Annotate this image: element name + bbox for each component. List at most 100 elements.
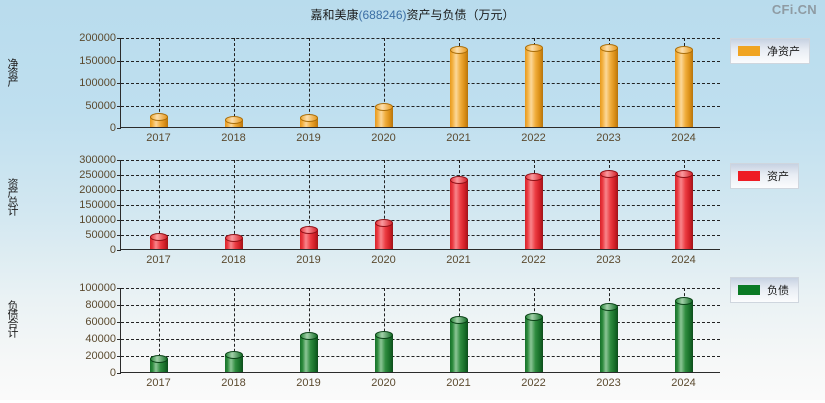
bar-top-cap (599, 44, 618, 53)
y-axis-label-liabilities: 负债合计 (6, 300, 18, 336)
bar-top-cap (599, 169, 618, 178)
y-tick-label: 100000 (79, 282, 116, 294)
panel-net-assets: 净资产 0 50000 100000 150000 200000 2017 2018 2019… (0, 30, 825, 158)
bar-body (449, 179, 468, 249)
x-tick-label: 2018 (221, 377, 246, 389)
gridline-horizontal (121, 105, 720, 107)
bar-body (599, 48, 618, 127)
bar-净资产-2020[interactable] (374, 103, 393, 127)
x-tick-label: 2021 (446, 377, 471, 389)
plot-area-total-assets: 0 50000 100000 150000 200000 250000 300000 2017… (79, 154, 720, 266)
y-tick-label: 40000 (85, 333, 116, 345)
bar-body (374, 335, 393, 372)
bar-资产-2018[interactable] (224, 233, 243, 249)
bar-top-cap (149, 113, 168, 122)
bar-负债-2022[interactable] (524, 313, 543, 372)
bar-body (149, 117, 168, 127)
bar-top-cap (374, 218, 393, 227)
gridline-horizontal (121, 160, 720, 161)
gridline-horizontal (121, 38, 720, 39)
x-tick-label: 2023 (596, 132, 621, 144)
x-tick-label: 2020 (371, 132, 396, 144)
y-tick-mark (117, 339, 121, 340)
bar-body (599, 306, 618, 372)
panel-liabilities: 负债合计 0 20000 40000 60000 80000 100000 2017 2018… (0, 280, 825, 403)
y-tick-label: 50000 (85, 99, 116, 112)
bar-净资产-2018[interactable] (224, 116, 243, 127)
bar-负债-2021[interactable] (449, 315, 468, 372)
y-axis-label-total-assets: 资产总计 (6, 178, 18, 214)
bar-净资产-2022[interactable] (524, 44, 543, 127)
gridline-vertical (233, 288, 235, 372)
x-tick-label: 2023 (596, 254, 621, 266)
bar-top-cap (374, 103, 393, 112)
gridline-horizontal (121, 288, 720, 289)
legend-liabilities[interactable]: 负债 (730, 277, 799, 303)
bar-top-cap (524, 44, 543, 53)
gridline-vertical (308, 160, 310, 249)
y-tick-label: 50000 (85, 229, 116, 241)
bar-资产-2021[interactable] (449, 175, 468, 249)
x-tick-label: 2022 (521, 254, 546, 266)
gridline-vertical (158, 38, 160, 127)
legend-swatch-net-assets (738, 46, 760, 56)
bar-body (449, 50, 468, 127)
x-tick-label: 2024 (671, 254, 696, 266)
y-tick-label: 60000 (85, 316, 116, 328)
legend-total-assets[interactable]: 资产 (730, 163, 799, 189)
y-axis-label-net-assets: 净资产 (6, 58, 18, 85)
bar-body (299, 230, 318, 249)
y-tick-mark (117, 128, 121, 129)
x-tick-label: 2020 (371, 377, 396, 389)
bar-负债-2019[interactable] (299, 332, 318, 372)
bar-净资产-2017[interactable] (149, 113, 168, 127)
gridline-horizontal (121, 356, 720, 357)
bar-body (299, 118, 318, 127)
bar-资产-2017[interactable] (149, 232, 168, 249)
legend-label-liabilities: 负债 (767, 285, 789, 297)
gridline-vertical (383, 160, 385, 249)
bar-body (524, 48, 543, 127)
bar-top-cap (299, 226, 318, 235)
y-tick-mark (117, 83, 121, 84)
bar-净资产-2019[interactable] (299, 114, 318, 127)
bar-body (224, 237, 243, 249)
chart-title-code: (688246) (358, 8, 407, 22)
bar-top-cap (224, 233, 243, 242)
y-tick-mark (117, 373, 121, 374)
y-tick-mark (117, 322, 121, 323)
bar-负债-2018[interactable] (224, 351, 243, 372)
bar-body (224, 355, 243, 372)
bar-body (374, 107, 393, 127)
gridline-vertical (158, 160, 160, 249)
gridline-horizontal (121, 205, 720, 206)
bar-净资产-2021[interactable] (449, 46, 468, 127)
bar-top-cap (524, 172, 543, 181)
bar-top-cap (299, 114, 318, 123)
x-tick-label: 2024 (671, 132, 696, 144)
x-tick-label: 2018 (221, 132, 246, 144)
bar-资产-2023[interactable] (599, 169, 618, 249)
bar-资产-2024[interactable] (674, 169, 693, 249)
x-tick-label: 2017 (146, 132, 171, 144)
x-tick-label: 2021 (446, 132, 471, 144)
y-tick-mark (117, 38, 121, 39)
bar-top-cap (674, 297, 693, 306)
bar-top-cap (299, 332, 318, 341)
bar-top-cap (149, 232, 168, 241)
bar-净资产-2023[interactable] (599, 44, 618, 127)
plot-area-liabilities: 0 20000 40000 60000 80000 100000 2017 2018 2019 2… (79, 282, 720, 389)
bar-负债-2020[interactable] (374, 331, 393, 372)
bar-负债-2023[interactable] (599, 302, 618, 372)
y-tick-label: 100000 (79, 77, 116, 89)
y-tick-mark (117, 250, 121, 251)
bar-资产-2019[interactable] (299, 226, 318, 249)
bar-资产-2022[interactable] (524, 172, 543, 249)
bar-负债-2017[interactable] (149, 354, 168, 372)
bar-净资产-2024[interactable] (674, 46, 693, 127)
legend-net-assets[interactable]: 净资产 (730, 38, 810, 64)
bar-负债-2024[interactable] (674, 297, 693, 372)
bar-资产-2020[interactable] (374, 218, 393, 249)
y-tick-label: 0 (109, 122, 116, 134)
bar-body (599, 173, 618, 249)
